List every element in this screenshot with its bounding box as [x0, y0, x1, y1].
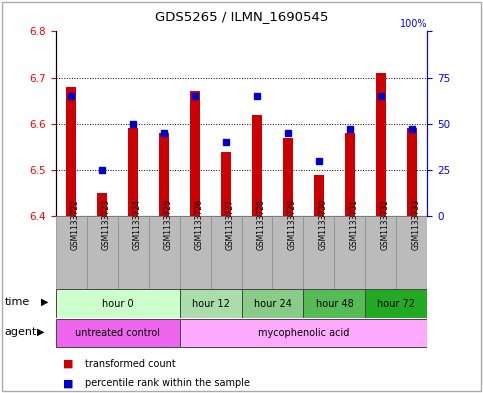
Text: GSM1133731: GSM1133731 [350, 199, 359, 250]
Text: GSM1133725: GSM1133725 [164, 199, 173, 250]
Text: GSM1133733: GSM1133733 [412, 199, 421, 250]
Text: GSM1133730: GSM1133730 [319, 199, 328, 250]
FancyBboxPatch shape [149, 216, 180, 289]
Text: GSM1133724: GSM1133724 [133, 199, 142, 250]
FancyBboxPatch shape [242, 289, 303, 318]
FancyBboxPatch shape [366, 289, 427, 318]
Text: hour 0: hour 0 [102, 299, 133, 309]
Text: agent: agent [5, 327, 37, 337]
Bar [128, 129, 139, 216]
FancyBboxPatch shape [117, 216, 149, 289]
Text: ■: ■ [63, 378, 73, 388]
Text: GSM1133723: GSM1133723 [102, 199, 111, 250]
FancyBboxPatch shape [272, 216, 303, 289]
FancyBboxPatch shape [56, 216, 86, 289]
Text: GDS5265 / ILMN_1690545: GDS5265 / ILMN_1690545 [155, 10, 328, 23]
Text: untreated control: untreated control [75, 328, 160, 338]
Text: GSM1133726: GSM1133726 [195, 199, 204, 250]
Bar [344, 133, 355, 216]
Text: GSM1133728: GSM1133728 [257, 199, 266, 250]
FancyBboxPatch shape [211, 216, 242, 289]
Text: hour 72: hour 72 [377, 299, 415, 309]
FancyBboxPatch shape [180, 289, 242, 318]
Bar [66, 87, 76, 216]
Text: GSM1133727: GSM1133727 [226, 199, 235, 250]
Text: GSM1133732: GSM1133732 [381, 199, 390, 250]
Bar [252, 115, 262, 216]
Text: transformed count: transformed count [85, 358, 175, 369]
FancyBboxPatch shape [56, 289, 180, 318]
Text: GSM1133729: GSM1133729 [288, 199, 297, 250]
FancyBboxPatch shape [303, 216, 334, 289]
FancyBboxPatch shape [56, 319, 180, 347]
Bar [97, 193, 107, 216]
Bar [376, 73, 386, 216]
Text: hour 24: hour 24 [254, 299, 291, 309]
FancyBboxPatch shape [86, 216, 117, 289]
FancyBboxPatch shape [366, 216, 397, 289]
Text: mycophenolic acid: mycophenolic acid [258, 328, 349, 338]
FancyBboxPatch shape [397, 216, 427, 289]
FancyBboxPatch shape [180, 319, 427, 347]
Bar [158, 133, 170, 216]
FancyBboxPatch shape [334, 216, 366, 289]
Text: time: time [5, 297, 30, 307]
Text: ▶: ▶ [41, 297, 49, 307]
Text: hour 48: hour 48 [315, 299, 354, 309]
Text: GSM1133722: GSM1133722 [71, 199, 80, 250]
Text: 100%: 100% [400, 19, 427, 29]
FancyBboxPatch shape [242, 216, 272, 289]
FancyBboxPatch shape [303, 289, 366, 318]
Text: hour 12: hour 12 [192, 299, 229, 309]
Bar [283, 138, 293, 216]
FancyBboxPatch shape [180, 216, 211, 289]
Bar [407, 129, 417, 216]
Bar [313, 174, 325, 216]
Text: ▶: ▶ [37, 327, 45, 337]
Text: ■: ■ [63, 358, 73, 369]
Text: percentile rank within the sample: percentile rank within the sample [85, 378, 250, 388]
Bar [190, 92, 200, 216]
Bar [221, 152, 231, 216]
